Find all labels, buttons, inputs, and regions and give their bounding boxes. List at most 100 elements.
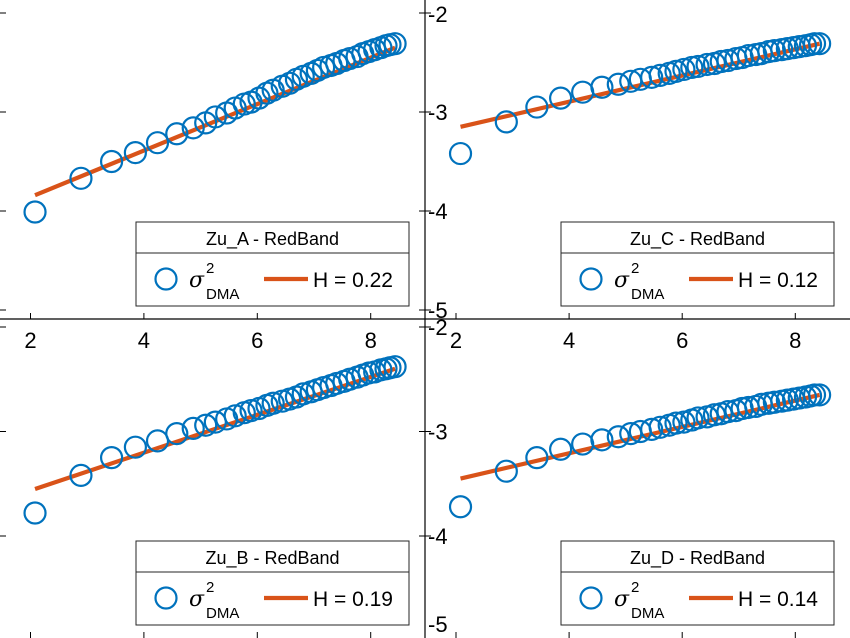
data-point [606, 72, 630, 96]
data-point [165, 122, 189, 146]
y-tick-label: -5 [428, 298, 448, 323]
x-tick-label: 4 [138, 328, 150, 353]
data-point [69, 463, 93, 487]
y-tick-label: -2 [428, 2, 448, 27]
data-point [145, 131, 170, 155]
data-point [808, 32, 832, 56]
y-tick-label: -5 [428, 612, 448, 637]
legend-sigma-subscript: DMA [631, 286, 664, 303]
data-point [69, 166, 93, 190]
legend-line-label: H = 0.14 [738, 588, 818, 611]
legend-title: Zu_B - RedBand [205, 548, 339, 569]
legend-sigma-label: σ [189, 587, 205, 612]
legend-sigma-label: σ [189, 268, 205, 293]
data-point [640, 65, 664, 89]
legend-title: Zu_A - RedBand [206, 229, 339, 250]
data-point [672, 57, 696, 82]
x-axis-bottom [30, 632, 372, 638]
data-point [525, 95, 549, 119]
data-point [448, 495, 473, 519]
data-point [383, 355, 407, 379]
data-point [525, 446, 549, 470]
data-point [590, 428, 614, 452]
legend-title: Zu_D - RedBand [630, 548, 765, 569]
data-point [802, 383, 827, 407]
legend-title: Zu_C - RedBand [630, 229, 765, 250]
legend-box [560, 540, 835, 626]
data-point [494, 110, 518, 134]
data-point [203, 105, 227, 129]
legend-line-label: H = 0.12 [738, 269, 818, 292]
legend-sigma-superscript: 2 [206, 260, 214, 277]
data-point [686, 54, 710, 79]
y-tick-label: -3 [428, 420, 448, 445]
data-point [664, 411, 688, 435]
y-tick-label: -3 [428, 100, 448, 125]
circle-marker-icon [579, 586, 603, 610]
data-point [762, 390, 786, 414]
legend-sigma-subscript: DMA [206, 286, 239, 303]
circle-marker-icon [579, 267, 603, 291]
y-axis: -5 -4 -3 -2 [419, 315, 448, 637]
plot-area [448, 32, 832, 166]
legend-line-label: H = 0.22 [313, 269, 393, 292]
data-point [606, 425, 630, 449]
legend-line-label: H = 0.19 [313, 588, 393, 611]
data-point [99, 446, 124, 470]
data-point [165, 421, 189, 446]
y-axis: -5 -4 -3 -2 [419, 2, 448, 323]
data-point [194, 413, 218, 437]
circle-marker-icon [154, 267, 178, 291]
x-tick-label: 6 [676, 328, 688, 353]
y-axis-left [0, 326, 6, 537]
data-point [383, 32, 407, 56]
x-axis-bottom [455, 632, 796, 638]
legend-sigma-subscript: DMA [631, 605, 664, 622]
x-axis: 2 4 6 8 [24, 313, 377, 353]
plot-area [448, 383, 832, 519]
x-tick-label: 2 [450, 328, 462, 353]
plot-area [23, 355, 407, 525]
legend-sigma-superscript: 2 [206, 579, 214, 596]
y-axis-left [0, 12, 6, 311]
legend-sigma-superscript: 2 [631, 579, 639, 596]
circle-marker-icon [154, 586, 178, 610]
data-point [448, 141, 473, 166]
legend-sigma-label: σ [614, 268, 630, 293]
data-point [808, 383, 832, 407]
legend-box [135, 540, 410, 626]
legend-sigma-label: σ [614, 587, 630, 612]
data-point [702, 403, 727, 427]
y-tick-label: -4 [428, 199, 448, 224]
legend-sigma-subscript: DMA [206, 605, 239, 622]
data-point [549, 86, 573, 110]
data-point [590, 75, 614, 99]
y-tick-label: -4 [428, 524, 448, 549]
legend-sigma-superscript: 2 [631, 260, 639, 277]
data-point [23, 501, 47, 525]
data-point [123, 435, 147, 459]
data-point [99, 149, 124, 174]
data-point [494, 459, 518, 483]
data-point [181, 116, 205, 140]
plot-area [23, 32, 407, 224]
data-point [640, 417, 664, 442]
x-tick-label: 6 [251, 328, 263, 353]
data-point [762, 39, 786, 63]
legend-box [135, 221, 410, 307]
data-point [648, 415, 672, 439]
data-point [123, 140, 147, 165]
x-tick-label: 2 [24, 328, 36, 353]
data-point [648, 63, 672, 87]
data-point [549, 437, 573, 461]
x-tick-label: 8 [365, 328, 377, 353]
data-point [261, 391, 285, 415]
